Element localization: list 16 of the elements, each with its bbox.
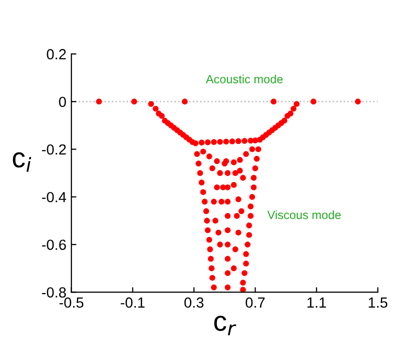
y-axis-title: c$_{i}$: [12, 152, 32, 172]
y-tick-label: 0: [59, 96, 66, 108]
x-tick-label: 0.3: [184, 297, 204, 308]
x-tick-label: -0.1: [120, 297, 145, 308]
y-tick-label: -0.4: [42, 192, 66, 202]
annotation: Acoustic mode: [206, 74, 283, 84]
y-tick-label: -0.6: [42, 240, 66, 250]
x-tick-label: 1.1: [308, 298, 326, 308]
x-tick-label: 0.7: [246, 297, 265, 308]
y-tick-label: -0.8: [42, 287, 66, 298]
x-axis-title: c$_{r}$: [214, 316, 236, 336]
x-tick-label: 1.5: [368, 298, 388, 308]
annotation: Viscous mode: [267, 210, 341, 220]
y-tick-label: -0.2: [42, 144, 66, 155]
y-tick-label: 0.2: [46, 49, 66, 60]
x-tick-label: -0.5: [59, 297, 84, 308]
